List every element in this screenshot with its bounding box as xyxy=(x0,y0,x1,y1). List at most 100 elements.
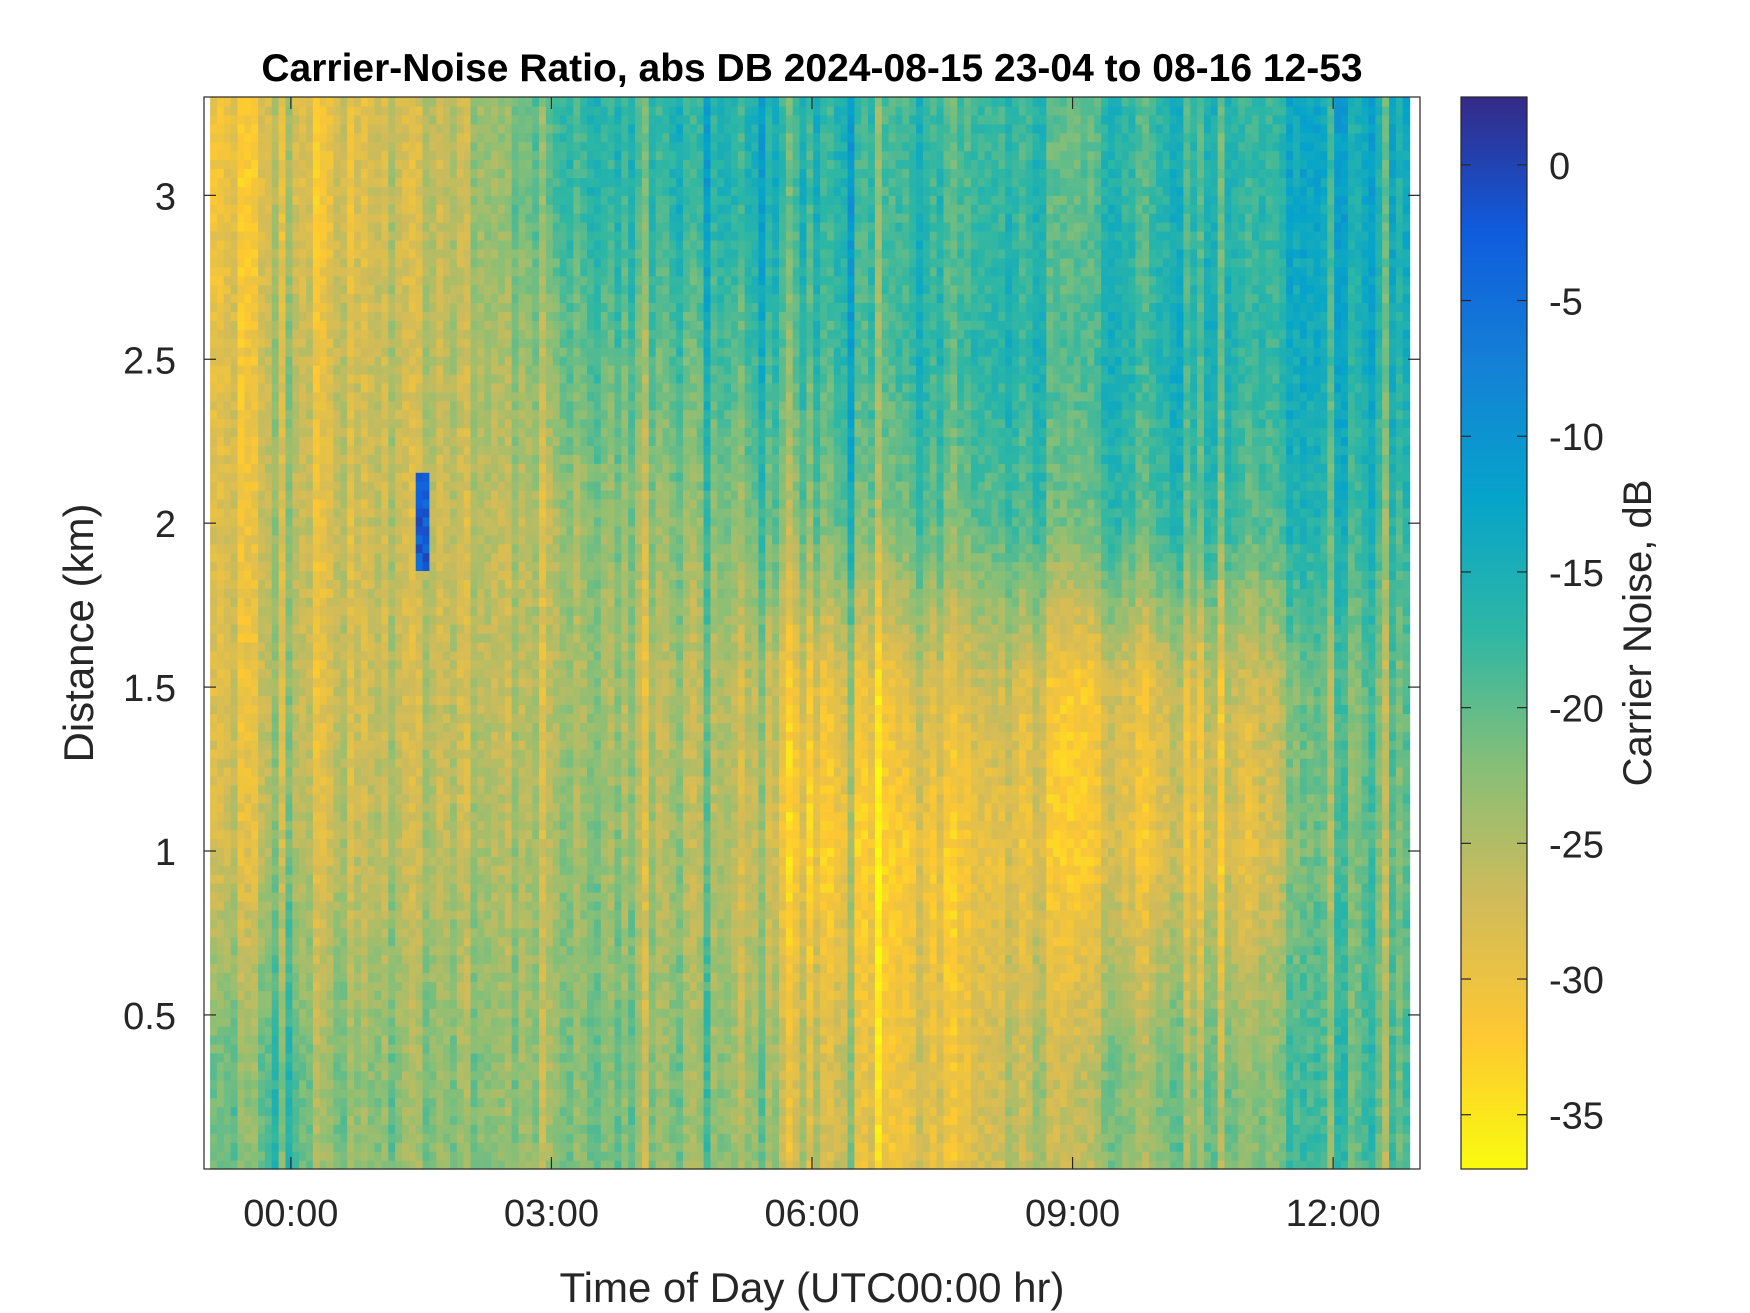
heatmap-cell xyxy=(449,963,458,974)
heatmap-cell xyxy=(278,248,287,259)
heatmap-cell xyxy=(230,641,239,652)
heatmap-cell xyxy=(354,1017,362,1027)
heatmap-cell xyxy=(408,695,417,706)
heatmap-cell xyxy=(374,901,383,911)
heatmap-cell xyxy=(415,195,424,205)
heatmap-cell xyxy=(484,579,492,589)
heatmap-cell xyxy=(347,722,355,732)
heatmap-cell xyxy=(264,775,273,786)
heatmap-cell xyxy=(216,338,225,348)
heatmap-cell xyxy=(436,257,444,268)
heatmap-cell xyxy=(388,1017,396,1027)
heatmap-cell xyxy=(477,400,485,411)
heatmap-cell xyxy=(271,222,280,232)
heatmap-cell xyxy=(402,293,410,304)
heatmap-cell xyxy=(381,552,389,563)
heatmap-cell xyxy=(415,105,424,116)
heatmap-cell xyxy=(264,338,273,348)
heatmap-cell xyxy=(381,534,389,545)
heatmap-cell xyxy=(415,329,424,339)
heatmap-cell xyxy=(477,1115,485,1125)
heatmap-cell xyxy=(374,391,383,402)
heatmap-cell xyxy=(395,981,403,991)
heatmap-cell xyxy=(422,1151,431,1161)
heatmap-cell xyxy=(470,391,478,402)
heatmap-cell xyxy=(395,132,403,143)
heatmap-cell xyxy=(292,829,300,840)
heatmap-cell xyxy=(415,758,424,768)
heatmap-cell xyxy=(354,722,362,732)
heatmap-cell xyxy=(312,999,321,1009)
heatmap-cell xyxy=(347,1160,355,1170)
heatmap-cell xyxy=(477,472,485,482)
heatmap-cell xyxy=(470,257,478,268)
heatmap-cell xyxy=(374,606,383,616)
heatmap-cell xyxy=(216,793,225,804)
heatmap-cell xyxy=(463,472,472,482)
heatmap-cell xyxy=(278,257,287,268)
heatmap-cell xyxy=(470,838,478,848)
heatmap-cell xyxy=(374,918,383,929)
heatmap-cell xyxy=(395,186,403,196)
heatmap-cell xyxy=(354,561,362,572)
heatmap-cell xyxy=(244,168,252,178)
heatmap-cell xyxy=(456,1008,465,1018)
heatmap-cell xyxy=(415,1008,424,1018)
heatmap-cell xyxy=(258,1008,266,1018)
heatmap-cell xyxy=(271,105,280,116)
heatmap-cell xyxy=(292,865,300,875)
heatmap-cell xyxy=(360,231,369,241)
heatmap-cell xyxy=(415,865,424,875)
heatmap-cell xyxy=(299,105,307,116)
heatmap-cell xyxy=(477,105,485,116)
heatmap-cell xyxy=(360,1079,369,1090)
heatmap-cell xyxy=(477,222,485,232)
heatmap-cell xyxy=(340,945,348,956)
heatmap-cell xyxy=(258,507,266,518)
heatmap-cell xyxy=(456,597,465,607)
heatmap-cell xyxy=(456,347,465,357)
heatmap-cell xyxy=(436,945,444,956)
heatmap-cell xyxy=(388,275,396,286)
heatmap-cell xyxy=(449,802,458,813)
heatmap-cell xyxy=(408,373,417,384)
heatmap-cell xyxy=(395,213,403,223)
heatmap-cell xyxy=(216,418,225,429)
heatmap-cell xyxy=(415,561,424,572)
heatmap-cell xyxy=(415,570,424,580)
heatmap-cell xyxy=(347,204,355,214)
heatmap-cell xyxy=(347,1052,355,1063)
heatmap-cell xyxy=(237,311,245,321)
heatmap-cell xyxy=(347,990,355,1000)
heatmap-cell xyxy=(463,213,472,223)
heatmap-cell xyxy=(340,561,348,572)
heatmap-cell xyxy=(395,927,403,938)
heatmap-cell xyxy=(278,1106,287,1116)
heatmap-cell xyxy=(258,793,266,804)
heatmap-cell xyxy=(422,1079,431,1090)
heatmap-cell xyxy=(470,1151,478,1161)
heatmap-cell xyxy=(237,409,245,420)
heatmap-cell xyxy=(491,1142,499,1152)
heatmap-cell xyxy=(340,293,348,304)
heatmap-cell xyxy=(429,1115,437,1125)
heatmap-cell xyxy=(299,1097,307,1108)
heatmap-cell xyxy=(237,597,245,607)
heatmap-cell xyxy=(367,784,376,795)
heatmap-cell xyxy=(326,132,335,143)
heatmap-cell xyxy=(244,132,252,143)
heatmap-cell xyxy=(223,1043,232,1054)
heatmap-cell xyxy=(449,525,458,536)
heatmap-cell xyxy=(360,775,369,786)
heatmap-cell xyxy=(216,1008,225,1018)
heatmap-cell xyxy=(491,1097,499,1108)
heatmap-cell xyxy=(374,507,383,518)
heatmap-cell xyxy=(388,1142,396,1152)
heatmap-cell xyxy=(360,597,369,607)
heatmap-cell xyxy=(443,499,451,509)
heatmap-cell xyxy=(374,909,383,920)
heatmap-cell xyxy=(216,1115,225,1125)
heatmap-cell xyxy=(271,186,280,196)
heatmap-cell xyxy=(463,248,472,259)
heatmap-cell xyxy=(360,999,369,1009)
